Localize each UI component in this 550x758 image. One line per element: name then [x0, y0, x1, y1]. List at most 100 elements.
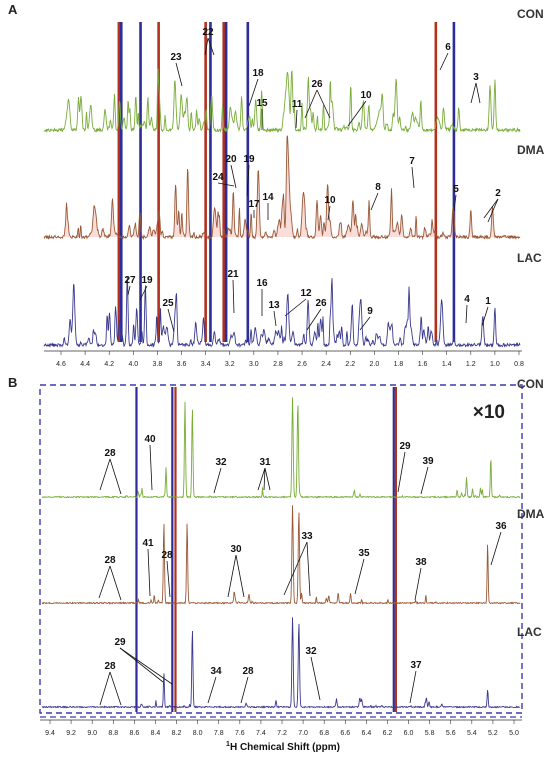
peak-annotation-25: 25	[162, 298, 174, 309]
annotation-leader	[475, 82, 481, 104]
x-tick-label-a: 3.0	[249, 361, 259, 368]
annotation-leader	[119, 647, 164, 683]
trace-label-con: CON	[517, 7, 544, 21]
peak-annotation-28: 28	[104, 555, 116, 566]
peak-annotation-9: 9	[367, 306, 373, 317]
annotation-leader	[354, 558, 365, 595]
annotation-leader	[370, 192, 379, 211]
x-tick-label-a: 2.6	[297, 361, 307, 368]
spectrum-line	[43, 277, 521, 349]
annotation-leader	[420, 466, 429, 495]
peak-annotation-31: 31	[259, 457, 271, 468]
annotation-leader	[306, 308, 322, 331]
peak-annotation-3: 3	[473, 72, 479, 83]
annotation-leader	[487, 198, 499, 223]
peak-annotation-14: 14	[262, 192, 274, 203]
x-tick-label-b: 7.6	[235, 730, 245, 737]
trace-fill	[44, 135, 520, 239]
annotation-leader	[204, 37, 209, 56]
annotation-leader	[273, 310, 277, 327]
peak-annotation-7: 7	[409, 156, 415, 167]
x-tick-label-b: 7.0	[298, 730, 308, 737]
x-tick-label-a: 0.8	[514, 361, 524, 368]
x-tick-label-b: 9.2	[66, 730, 76, 737]
x-tick-label-b: 9.4	[45, 730, 55, 737]
peak-annotation-29: 29	[399, 441, 411, 452]
x-tick-label-a: 3.2	[225, 361, 235, 368]
panel-a-letter: A	[8, 2, 18, 17]
x-tick-label-a: 3.6	[177, 361, 187, 368]
peak-annotation-39: 39	[422, 456, 434, 467]
annotation-leader	[327, 205, 331, 221]
x-tick-label-b: 6.8	[319, 730, 329, 737]
annotation-leader	[248, 78, 259, 107]
annotation-leader	[263, 467, 266, 491]
panel-a: A CON DMA LAC 4.6 4.4 4.2 4.0 3.8 3.6 3.4 3.2 3.0 2.8…	[8, 2, 545, 368]
scale-factor-label: ×10	[473, 402, 505, 423]
x-tick-label-b: 8.2	[172, 730, 182, 737]
x-tick-label-b: 5.0	[509, 730, 519, 737]
peak-annotation-26: 26	[315, 298, 327, 309]
peak-annotation-21: 21	[227, 269, 239, 280]
annotation-leader	[109, 565, 122, 601]
peak-annotation-38: 38	[415, 557, 427, 568]
x-tick-label-b: 7.4	[256, 730, 266, 737]
annotation-leader	[465, 304, 468, 324]
annotation-leader	[316, 89, 331, 119]
x-tick-label-b: 5.8	[425, 730, 435, 737]
x-tick-label-b: 8.8	[108, 730, 118, 737]
peak-annotation-41: 41	[142, 538, 154, 549]
x-tick-label-b: 8.6	[129, 730, 139, 737]
peak-annotation-28: 28	[161, 550, 173, 561]
annotation-leader	[235, 554, 245, 598]
peak-annotation-8: 8	[375, 182, 381, 193]
x-tick-label-b: 5.2	[488, 730, 498, 737]
peak-annotation-28: 28	[104, 448, 116, 459]
peak-annotation-33: 33	[301, 531, 313, 542]
annotation-leader	[147, 548, 151, 597]
annotation-leader	[109, 458, 122, 495]
peak-annotation-26: 26	[311, 79, 323, 90]
annotation-leader	[127, 285, 131, 296]
x-tick-label-a: 1.2	[466, 361, 476, 368]
peak-annotation-28: 28	[104, 661, 116, 672]
peak-annotation-32: 32	[305, 646, 317, 657]
annotation-leader	[411, 166, 415, 189]
peak-annotation-17: 17	[248, 199, 260, 210]
peak-annotation-11: 11	[292, 99, 303, 110]
x-tick-label-b: 6.6	[340, 730, 350, 737]
spectrum-line	[41, 505, 521, 605]
panel-b: B CON DMA LAC ×10 9.4 9.2 9.0 8.8 8.6 8.4 8.2 8.0 7.8…	[8, 375, 545, 753]
peak-annotation-36: 36	[495, 521, 507, 532]
annotation-leader	[230, 164, 237, 189]
annotation-leader	[483, 198, 499, 219]
x-tick-label-a: 2.2	[345, 361, 355, 368]
peak-annotation-34: 34	[210, 666, 222, 677]
peak-annotation-16: 16	[256, 278, 268, 289]
annotation-leader	[304, 89, 318, 119]
x-tick-label-b: 6.2	[383, 730, 393, 737]
zoom-region-frame	[39, 384, 523, 714]
annotation-leader	[295, 109, 298, 129]
peak-annotation-10: 10	[324, 195, 336, 206]
peak-annotation-30: 30	[230, 544, 242, 555]
peak-annotation-13: 13	[268, 300, 280, 311]
annotation-leader	[439, 52, 449, 71]
peak-annotation-40: 40	[144, 434, 156, 445]
annotation-leader	[470, 82, 477, 104]
x-tick-label-b: 8.4	[151, 730, 161, 737]
x-tick-label-a: 4.6	[56, 361, 66, 368]
x-tick-label-b: 7.2	[277, 730, 287, 737]
x-tick-label-a: 1.0	[490, 361, 500, 368]
peak-annotation-28: 28	[242, 666, 254, 677]
annotation-leader	[283, 541, 308, 596]
annotation-leader	[149, 444, 153, 491]
peak-annotation-37: 37	[410, 660, 422, 671]
peak-annotation-24: 24	[212, 172, 224, 183]
trace-label-dma: DMA	[517, 143, 545, 157]
x-tick-label-a: 2.8	[273, 361, 283, 368]
peak-annotation-20: 20	[225, 154, 237, 165]
spectrum-line	[41, 617, 521, 709]
peak-annotation-19: 19	[243, 154, 255, 165]
